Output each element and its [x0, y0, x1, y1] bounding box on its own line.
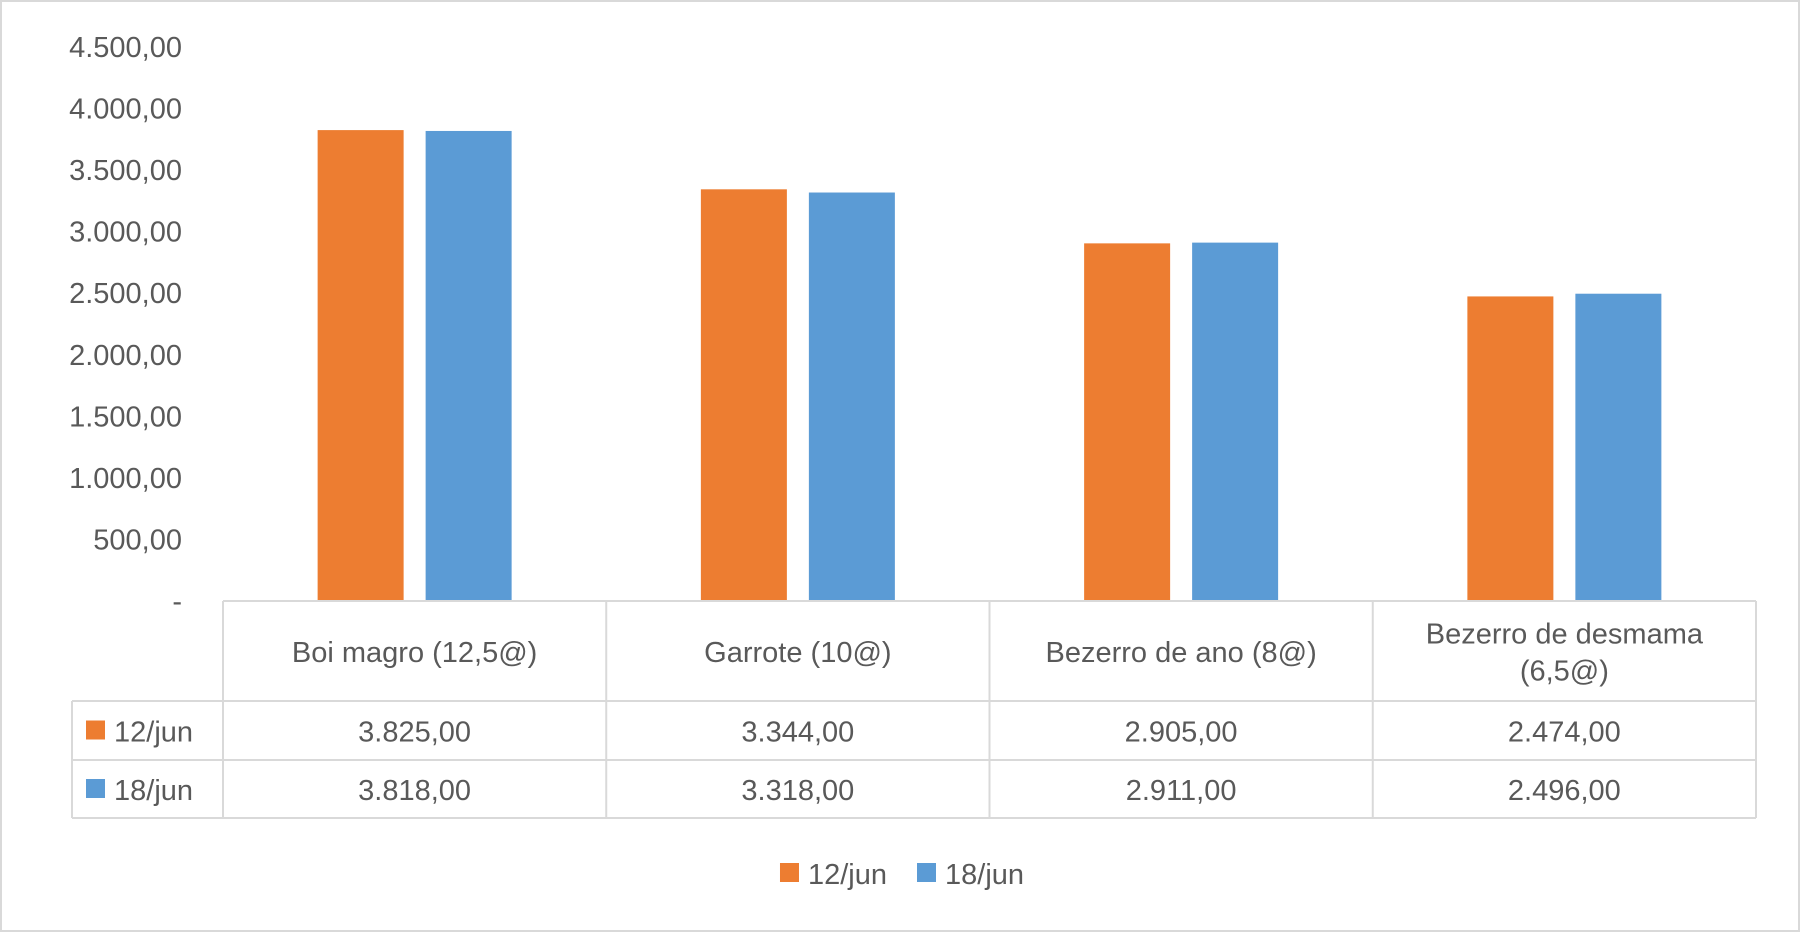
bar [317, 130, 404, 601]
y-tick-label: 3.500,00 [69, 155, 182, 187]
category-label: Garrote (10@) [704, 637, 891, 669]
series-row-label: 12/jun [114, 717, 193, 749]
legend: 12/jun 18/jun [779, 859, 1024, 891]
y-tick-label: 4.000,00 [69, 94, 182, 126]
y-tick-label: 2.500,00 [69, 278, 182, 310]
category-label: Boi magro (12,5@) [292, 637, 537, 669]
y-tick-label: 1.000,00 [69, 463, 182, 495]
data-value-label: 3.818,00 [358, 775, 471, 807]
category-label: (6,5@) [1520, 656, 1609, 688]
y-tick-label: 3.000,00 [69, 217, 182, 249]
legend-item: 18/jun [917, 859, 1024, 891]
bar [1575, 293, 1662, 601]
y-tick-label: 4.500,00 [69, 32, 182, 64]
series-swatch [86, 779, 105, 798]
legend-item: 12/jun [779, 859, 887, 891]
data-value-label: 3.825,00 [358, 717, 471, 749]
y-tick-label: 2.000,00 [69, 340, 182, 372]
bar [700, 189, 787, 601]
data-value-label: 2.496,00 [1508, 775, 1621, 807]
series-row-label: 18/jun [114, 775, 193, 807]
category-label: Bezerro de ano (8@) [1046, 637, 1317, 669]
y-tick-label: 500,00 [93, 524, 182, 556]
y-axis: - 500,00 1.000,00 1.500,00 2.000,00 2.500,00 3… [69, 32, 182, 618]
data-value-label: 3.318,00 [741, 775, 854, 807]
data-value-label: 2.911,00 [1126, 775, 1237, 807]
bar [1084, 243, 1171, 601]
legend-label: 12/jun [808, 859, 887, 891]
y-tick-label: 1.500,00 [69, 401, 182, 433]
bar [808, 192, 895, 601]
data-value-label: 3.344,00 [741, 717, 854, 749]
data-table: Boi magro (12,5@) Garrote (10@) Bezerro de… [71, 600, 1757, 819]
data-value-label: 2.905,00 [1125, 717, 1238, 749]
bar [1192, 242, 1279, 602]
y-tick-label: - [172, 586, 182, 618]
bar [1467, 296, 1554, 601]
bars [317, 130, 1662, 602]
legend-swatch [779, 863, 799, 882]
category-label: Bezerro de desmama [1426, 619, 1704, 651]
data-value-label: 2.474,00 [1508, 717, 1621, 749]
series-swatch [86, 720, 105, 740]
bar [425, 130, 512, 601]
legend-swatch [917, 863, 936, 882]
legend-label: 18/jun [945, 859, 1024, 891]
